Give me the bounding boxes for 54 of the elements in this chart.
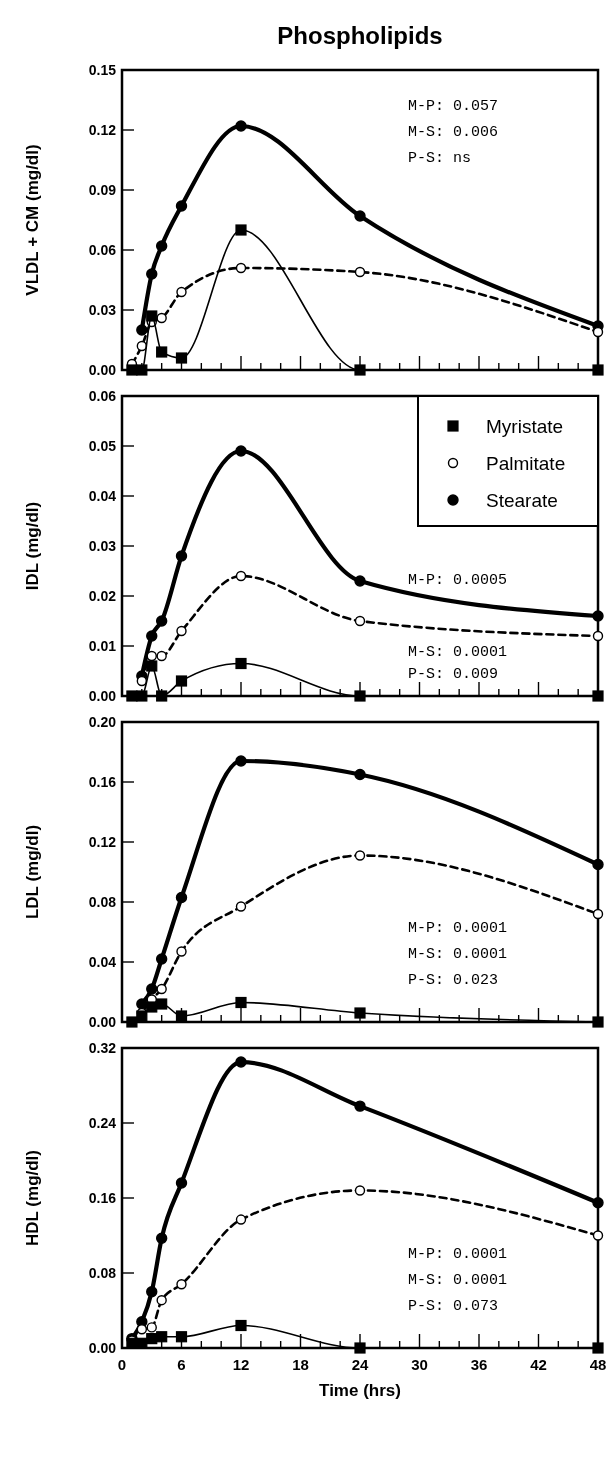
y-tick-label: 0.09 <box>88 182 117 198</box>
annotation: M-P: 0.0001 <box>408 920 508 937</box>
y-axis-title: VLDL + CM (mg/dl) <box>23 144 42 296</box>
x-tick-label: 24 <box>351 1356 369 1373</box>
x-tick-label: 0 <box>117 1356 127 1373</box>
annotation: M-S: 0.0001 <box>408 1272 508 1289</box>
x-axis-title: Time (hrs) <box>319 1381 401 1400</box>
y-tick-label: 0.12 <box>88 122 117 138</box>
annotation: M-P: 0.0001 <box>408 1246 508 1263</box>
x-tick-label: 48 <box>589 1356 607 1373</box>
annotation: M-S: 0.0001 <box>408 946 508 963</box>
legend-label: Stearate <box>486 490 558 511</box>
x-tick-label: 36 <box>470 1356 488 1373</box>
annotation: M-S: 0.006 <box>408 124 499 141</box>
x-tick-label: 12 <box>232 1356 250 1373</box>
annotation: M-P: 0.0005 <box>408 572 508 589</box>
y-tick-label: 0.00 <box>88 1014 117 1030</box>
y-tick-label: 0.06 <box>88 388 117 404</box>
y-axis-title: HDL (mg/dl) <box>23 1149 42 1247</box>
y-tick-label: 0.00 <box>88 688 117 704</box>
y-tick-label: 0.00 <box>88 362 117 378</box>
annotation: P-S: ns <box>408 150 472 167</box>
y-axis-title: LDL (mg/dl) <box>23 824 42 920</box>
legend-label: Palmitate <box>486 453 566 474</box>
y-tick-label: 0.08 <box>88 1265 117 1281</box>
y-tick-label: 0.16 <box>88 774 117 790</box>
annotation: P-S: 0.009 <box>408 666 499 683</box>
y-tick-label: 0.12 <box>88 834 117 850</box>
y-tick-label: 0.05 <box>88 438 117 454</box>
x-tick-label: 18 <box>292 1356 309 1373</box>
annotation: P-S: 0.073 <box>408 1298 499 1315</box>
y-tick-label: 0.01 <box>88 638 117 654</box>
legend-label: Myristate <box>486 416 564 437</box>
annotation: P-S: 0.023 <box>408 972 499 989</box>
y-tick-label: 0.32 <box>88 1040 117 1056</box>
annotation: M-P: 0.057 <box>408 98 499 115</box>
y-tick-label: 0.15 <box>88 62 117 78</box>
x-tick-label: 30 <box>411 1356 428 1373</box>
y-tick-label: 0.16 <box>88 1190 117 1206</box>
y-tick-label: 0.24 <box>88 1115 117 1131</box>
y-tick-label: 0.06 <box>88 242 117 258</box>
y-tick-label: 0.03 <box>88 538 117 554</box>
y-tick-label: 0.08 <box>88 894 117 910</box>
x-tick-label: 6 <box>177 1356 186 1373</box>
y-tick-label: 0.04 <box>88 488 117 504</box>
y-tick-label: 0.02 <box>88 588 117 604</box>
y-tick-label: 0.20 <box>88 714 117 730</box>
y-tick-label: 0.04 <box>88 954 117 970</box>
y-tick-label: 0.00 <box>88 1340 117 1356</box>
y-axis-title: IDL (mg/dl) <box>23 501 42 591</box>
chart-title: Phospholipids <box>277 22 443 49</box>
y-tick-label: 0.03 <box>88 302 117 318</box>
annotation: M-S: 0.0001 <box>408 644 508 661</box>
x-tick-label: 42 <box>530 1356 547 1373</box>
